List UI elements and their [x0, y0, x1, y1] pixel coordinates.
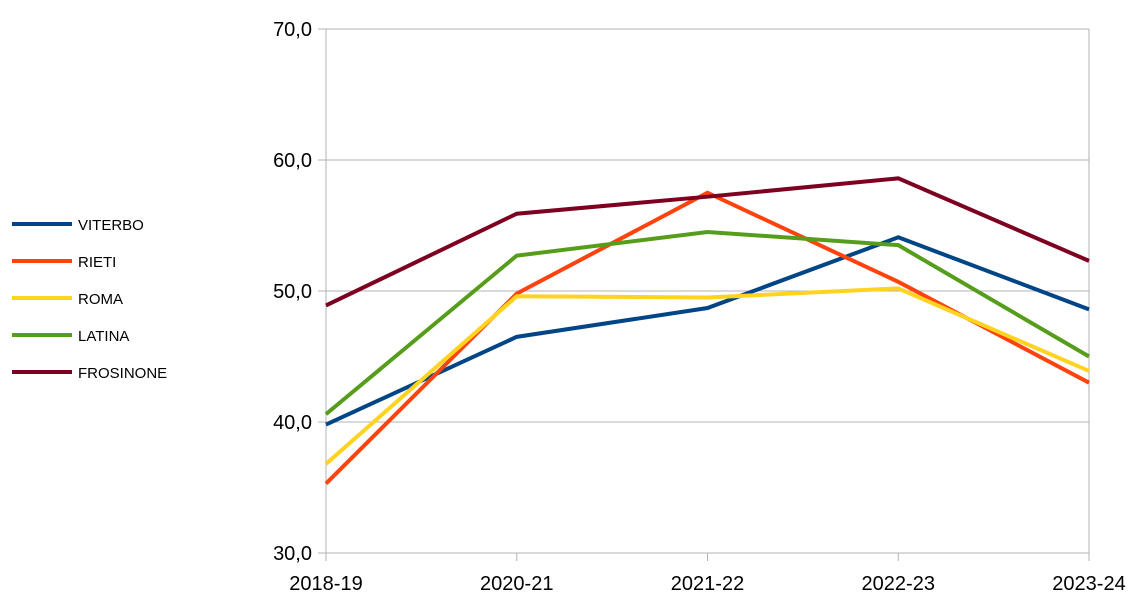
legend-label-frosinone: FROSINONE: [78, 365, 167, 382]
x-tick-label: 2021-22: [671, 573, 744, 595]
x-tick-label: 2022-23: [862, 573, 935, 595]
legend: VITERBO RIETI ROMA LATINA FROSINONE: [12, 217, 167, 382]
plot-area: [324, 176, 1091, 485]
y-tick-label: 50,0: [273, 281, 312, 303]
axes: 30,0 40,0 50,0 60,0 70,0 2018-19 2020-21 2021-2…: [273, 19, 1126, 595]
series-line-rieti: [324, 190, 1090, 485]
series-line-viterbo: [325, 235, 1090, 427]
x-tick-label: 2020-21: [480, 573, 553, 595]
legend-label-roma: ROMA: [78, 291, 123, 308]
legend-label-viterbo: VITERBO: [78, 217, 144, 234]
y-tick-label: 30,0: [273, 543, 312, 565]
series-line-roma: [324, 286, 1090, 466]
x-tick-label: 2018-19: [289, 573, 362, 595]
y-tick-label: 60,0: [273, 150, 312, 172]
y-tick-label: 70,0: [273, 19, 312, 41]
legend-label-rieti: RIETI: [78, 254, 116, 271]
x-tick-label: 2023-24: [1052, 573, 1125, 595]
series-line-frosinone: [325, 176, 1090, 308]
grid: [326, 28, 1089, 423]
y-tick-label: 40,0: [273, 412, 312, 434]
legend-label-latina: LATINA: [78, 328, 129, 345]
